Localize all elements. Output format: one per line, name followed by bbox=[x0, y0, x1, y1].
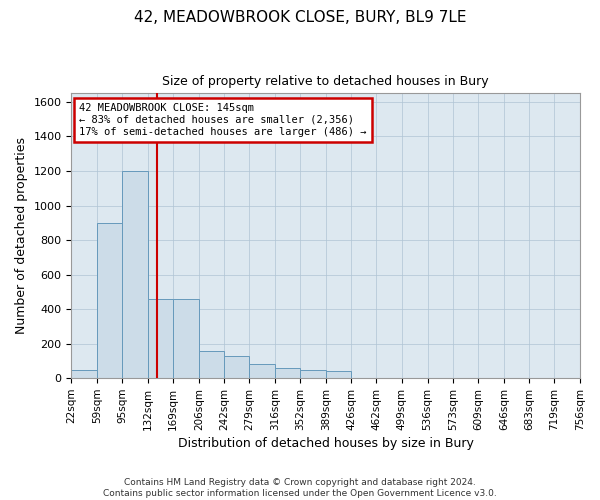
Bar bbox=[250, 364, 275, 378]
Bar bbox=[326, 372, 352, 378]
Text: 42, MEADOWBROOK CLOSE, BURY, BL9 7LE: 42, MEADOWBROOK CLOSE, BURY, BL9 7LE bbox=[134, 10, 466, 25]
Bar bbox=[122, 171, 148, 378]
X-axis label: Distribution of detached houses by size in Bury: Distribution of detached houses by size … bbox=[178, 437, 473, 450]
Bar bbox=[199, 350, 224, 378]
Text: Contains HM Land Registry data © Crown copyright and database right 2024.
Contai: Contains HM Land Registry data © Crown c… bbox=[103, 478, 497, 498]
Bar bbox=[275, 368, 300, 378]
Bar bbox=[300, 370, 326, 378]
Bar bbox=[97, 223, 122, 378]
Title: Size of property relative to detached houses in Bury: Size of property relative to detached ho… bbox=[163, 75, 489, 88]
Bar bbox=[173, 299, 199, 378]
Bar bbox=[71, 370, 97, 378]
Bar bbox=[224, 356, 250, 378]
Text: 42 MEADOWBROOK CLOSE: 145sqm
← 83% of detached houses are smaller (2,356)
17% of: 42 MEADOWBROOK CLOSE: 145sqm ← 83% of de… bbox=[79, 104, 367, 136]
Y-axis label: Number of detached properties: Number of detached properties bbox=[15, 138, 28, 334]
Bar bbox=[148, 299, 173, 378]
